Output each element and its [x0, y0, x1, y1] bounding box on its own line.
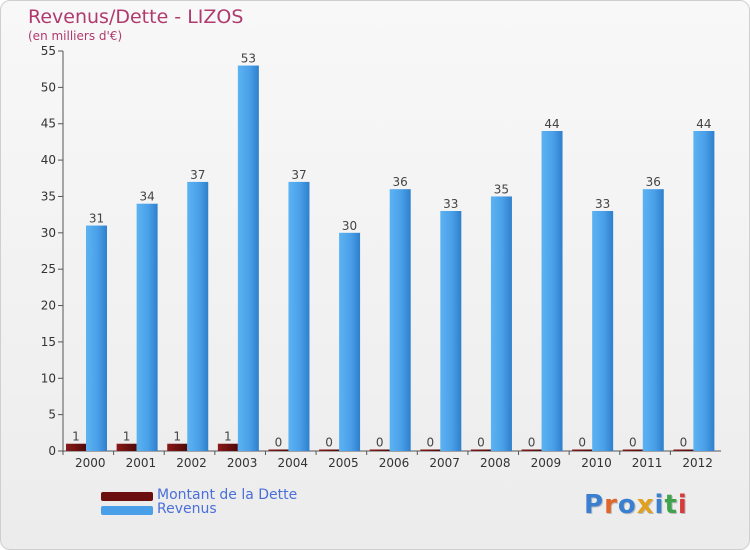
- chart-subtitle: (en milliers d'€): [28, 29, 123, 43]
- data-label-dette-2000: 1: [72, 430, 80, 444]
- legend-label-dette: Montant de la Dette: [157, 487, 298, 503]
- chart-title: Revenus/Dette - LIZOS: [28, 6, 244, 28]
- data-label-dette-2011: 0: [629, 436, 637, 450]
- bars: [66, 65, 715, 451]
- x-tick-label: 2005: [328, 456, 359, 470]
- x-tick-label: 2001: [126, 456, 157, 470]
- proxiti-logo: Proxiti: [584, 490, 688, 520]
- bar-revenus-2000: [86, 225, 107, 451]
- bar-revenus-2001: [136, 203, 158, 451]
- data-label-dette-2001: 1: [123, 430, 131, 444]
- data-label-revenus-2009: 44: [544, 117, 559, 131]
- legend-swatch-revenus: [101, 506, 153, 515]
- y-tick-label: 55: [41, 44, 56, 58]
- x-tick-label: 2003: [227, 456, 258, 470]
- x-tick-label: 2009: [531, 456, 562, 470]
- data-label-revenus-2012: 44: [696, 117, 711, 131]
- data-label-revenus-2000: 31: [89, 212, 104, 226]
- y-tick-label: 50: [41, 80, 56, 94]
- bar-dette-2002: [167, 443, 188, 451]
- bar-revenus-2010: [592, 211, 614, 451]
- data-label-revenus-2004: 37: [291, 168, 306, 182]
- labels: 1 31 1 34 1 37 1 53 0 37 0 30 0 36 0 33 0 35 0 44 0 33 0 36 0 44: [72, 52, 711, 450]
- bar-revenus-2007: [440, 211, 462, 451]
- data-label-dette-2010: 0: [578, 436, 586, 450]
- bar-revenus-2011: [642, 189, 664, 451]
- bar-dette-2001: [116, 443, 137, 451]
- data-label-revenus-2007: 33: [443, 197, 458, 211]
- bar-revenus-2002: [187, 181, 209, 451]
- bar-dette-2009: [521, 449, 542, 451]
- bar-revenus-2003: [237, 65, 259, 451]
- data-label-revenus-2011: 36: [646, 175, 661, 189]
- y-tick-label: 20: [41, 299, 56, 313]
- data-label-dette-2007: 0: [426, 436, 434, 450]
- y-tick-label: 35: [41, 189, 56, 203]
- y-tick-label: 5: [48, 408, 56, 422]
- bar-revenus-2012: [693, 131, 715, 451]
- x-tick-label: 2000: [75, 456, 106, 470]
- legend-label-revenus: Revenus: [157, 501, 217, 517]
- data-label-dette-2004: 0: [275, 436, 283, 450]
- bar-dette-2010: [572, 449, 593, 451]
- x-tick-label: 2011: [632, 456, 663, 470]
- y-tick-label: 45: [41, 117, 56, 131]
- data-label-dette-2006: 0: [376, 436, 384, 450]
- data-label-revenus-2008: 35: [494, 182, 509, 196]
- x-tick-label: 2008: [480, 456, 511, 470]
- bar-dette-2003: [217, 443, 238, 451]
- data-label-dette-2012: 0: [680, 436, 688, 450]
- x-tick-label: 2007: [429, 456, 460, 470]
- data-label-revenus-2006: 36: [393, 175, 408, 189]
- x-tick-label: 2002: [176, 456, 207, 470]
- x-tick-label: 2004: [277, 456, 308, 470]
- y-tick-label: 0: [48, 444, 56, 458]
- data-label-revenus-2001: 34: [139, 190, 154, 204]
- legend-swatch-dette: [101, 492, 153, 501]
- bar-revenus-2008: [490, 196, 512, 451]
- data-label-dette-2005: 0: [325, 436, 333, 450]
- bar-dette-2005: [319, 449, 340, 451]
- data-label-revenus-2005: 30: [342, 219, 357, 233]
- y-tick-label: 30: [41, 226, 56, 240]
- bar-dette-2008: [470, 449, 491, 451]
- y-tick-label: 40: [41, 153, 56, 167]
- data-label-revenus-2002: 37: [190, 168, 205, 182]
- bar-dette-2011: [622, 449, 643, 451]
- data-label-dette-2008: 0: [477, 436, 485, 450]
- y-tick-label: 15: [41, 335, 56, 349]
- bar-dette-2012: [673, 449, 694, 451]
- bar-dette-2000: [66, 443, 86, 451]
- bar-revenus-2006: [389, 189, 411, 451]
- x-tick-label: 2006: [379, 456, 410, 470]
- data-label-dette-2002: 1: [173, 430, 181, 444]
- data-label-revenus-2010: 33: [595, 197, 610, 211]
- bar-dette-2006: [369, 449, 390, 451]
- bar-revenus-2009: [541, 131, 563, 451]
- bar-revenus-2005: [339, 232, 361, 451]
- bar-dette-2004: [268, 449, 289, 451]
- y-tick-label: 25: [41, 262, 56, 276]
- data-label-revenus-2003: 53: [241, 52, 256, 66]
- x-tick-label: 2010: [581, 456, 612, 470]
- bar-dette-2007: [420, 449, 441, 451]
- x-tick-label: 2012: [682, 456, 713, 470]
- y-tick-label: 10: [41, 371, 56, 385]
- bar-revenus-2004: [288, 181, 310, 451]
- data-label-dette-2003: 1: [224, 430, 232, 444]
- data-label-dette-2009: 0: [528, 436, 536, 450]
